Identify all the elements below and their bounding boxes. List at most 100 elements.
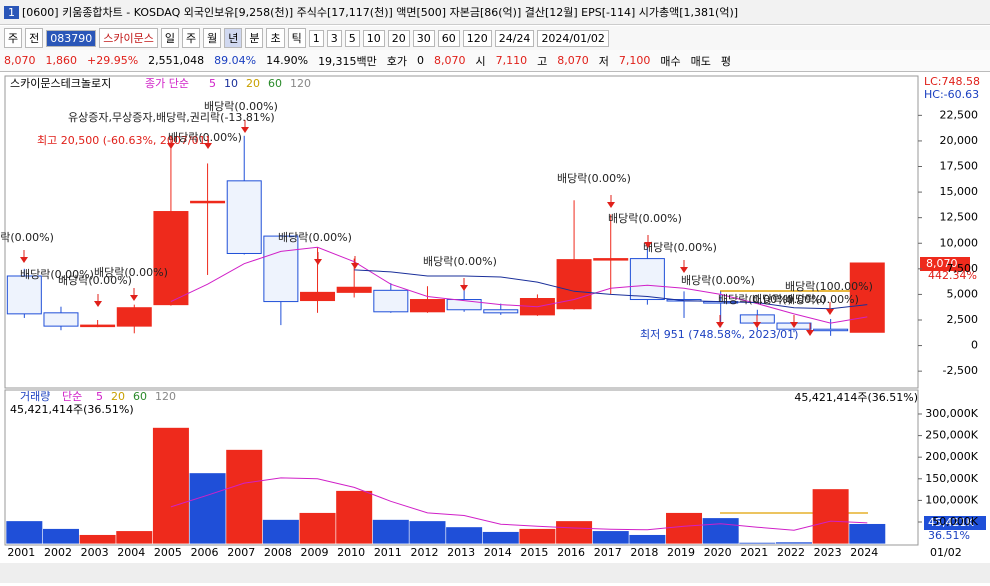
toolbar-button[interactable]: 60 [437,29,460,47]
x-tick-label: 2006 [191,546,219,559]
y-tick-label: 150,000K [925,472,978,485]
event-arrow-head [460,285,468,291]
legend-entry: 20 [111,390,125,403]
legend-entry: 120 [155,390,176,403]
volume-bar [775,542,812,544]
toolbar-button[interactable]: 틱 [287,28,306,48]
toolbar-button[interactable]: 주 [181,28,201,48]
quote-item: 1,860 [45,54,78,67]
candle-body [80,324,116,328]
x-tick-label: 2005 [154,546,182,559]
event-arrow-head [204,143,212,149]
annotation: 배당락(0.00%) [0,231,54,244]
toolbar-button[interactable]: 일 [160,28,179,48]
x-tick-label: 2015 [520,546,548,559]
volume-bar [812,489,849,544]
toolbar-button[interactable]: 5 [344,29,360,47]
toolbar-button[interactable]: 월 [203,28,222,48]
x-tick-label: 2011 [374,546,402,559]
quote-item: 0 [417,54,425,67]
lc-label: LC:748.58 [924,75,980,88]
volume-bar [189,473,226,544]
annotation: 배당락(0.00%) [58,274,132,287]
toolbar-button[interactable]: 2024/01/02 [537,29,609,47]
quote-item: 8,070 [4,54,36,67]
toolbar-button[interactable]: 10 [362,29,385,47]
quote-item: 7,110 [495,54,528,67]
y-tick-label: 7,500 [947,262,979,275]
toolbar-button[interactable]: 1 [308,29,324,47]
last-change: 442.34% [928,269,977,282]
toolbar-button[interactable]: 30 [412,29,435,47]
quote-item: 19,315백만 [318,54,377,68]
volume-bar [262,519,299,544]
legend-entry: 60 [268,77,282,90]
legend-entry: 5 [209,77,216,90]
legend-entry: 10 [224,77,238,90]
quote-item: 7,100 [618,54,651,67]
volume-bar [482,531,519,544]
event-arrow-head [716,322,724,328]
annotation: 배당락(0.00%) [785,293,859,306]
annotation: 배당락(100.00%) [785,280,873,293]
legend-ma-label: 종가 단순 [145,77,189,90]
volume-bar [702,518,739,544]
x-tick-label: 2017 [594,546,622,559]
toolbar-button[interactable]: 초 [266,28,285,48]
toolbar-button[interactable]: 주 [4,28,23,48]
toolbar-button[interactable]: 120 [462,29,492,47]
chart: LC:748.58 HC:-60.63 8,070 442.34% 45,421… [0,75,990,583]
event-arrow-head [790,322,798,328]
x-tick-label: 2022 [777,546,805,559]
y-tick-label: 5,000 [947,287,979,300]
annotation: 배당락(0.00%) [94,266,168,279]
toolbar-button[interactable]: 전 [25,28,44,48]
annotation: 배당락(0.00%) [557,172,631,185]
candle-body [263,235,299,303]
volume-bar [6,521,43,544]
volume-info: 45,421,414주(36.51%) [10,403,134,416]
toolbar-button[interactable]: 083790 [46,29,97,47]
event-arrow-head [680,267,688,273]
candle-body [629,258,665,301]
volume-bar [336,490,373,544]
volume-bar [849,523,886,544]
volume-bar [592,531,629,544]
legend-entry: 120 [290,77,311,90]
x-tick-label: 2024 [850,546,878,559]
volume-bar [519,528,556,544]
annotation: 배당락(0.00%) [681,274,755,287]
quote-item[interactable]: 매도 [690,54,711,68]
hc-label: HC:-60.63 [924,88,979,101]
annotation: 배당락(0.00%) [643,241,717,254]
quote-item[interactable]: 매수 [660,54,681,68]
toolbar-button[interactable]: 24/24 [494,29,535,47]
legend-entry: 60 [133,390,147,403]
toolbar-button[interactable]: 스카이문스 [99,28,158,48]
toolbar: 주 전 083790 스카이문스 일 주 월 년 분 초 틱 1 3 5 10 20 30 60 120 24/24 2… [0,26,990,50]
volume-bar [226,449,263,544]
quote-item[interactable]: 평 [720,54,732,68]
x-tick-label: 2012 [410,546,438,559]
toolbar-button[interactable]: 20 [387,29,410,47]
candle-body [849,262,885,333]
candle-body [300,291,336,302]
y-tick-label: 200,000K [925,450,978,463]
toolbar-button[interactable]: 3 [326,29,342,47]
quote-item: 14.90% [266,54,309,67]
candle-body [43,312,79,327]
x-tick-label: 2004 [117,546,145,559]
x-tick-label: 2013 [447,546,475,559]
event-arrow-head [20,257,28,263]
window-title: [0600] 키움종합차트 - KOSDAQ 외국인보유[9,258(천)] 주… [22,6,739,19]
quote-item: 8,070 [434,54,466,67]
candle-body [6,275,42,315]
legend-title: 스카이문스테크놀로지 [10,77,111,90]
event-arrow-head [94,301,102,307]
legend-ma-label: 단순 [62,390,82,403]
candle-body [813,328,849,332]
toolbar-button[interactable]: 년 [224,28,243,48]
annotation: 배당락(0.00%) [752,293,826,306]
toolbar-button[interactable]: 분 [245,28,264,48]
last-price: 8,070 [926,257,958,270]
